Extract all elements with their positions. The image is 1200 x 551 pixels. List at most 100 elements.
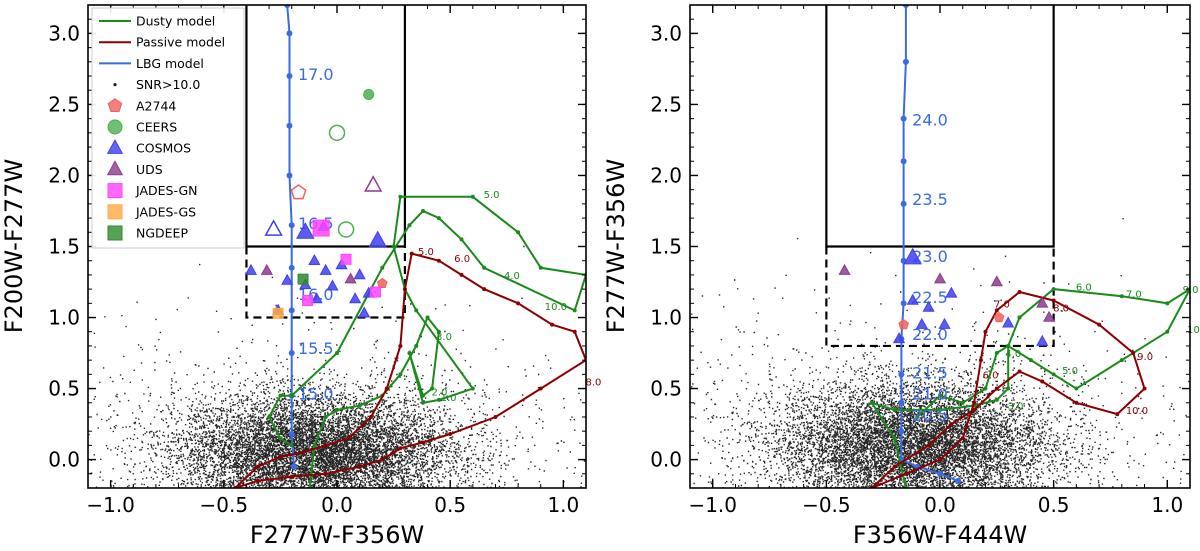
lbg-model-node [900, 115, 907, 122]
lbg-model-label: 23.0 [912, 247, 948, 266]
dusty-model-label: 10. [1187, 325, 1200, 336]
x-tick-label: 0.0 [321, 493, 353, 517]
lbg-model-node [900, 300, 907, 307]
lbg-model-node [288, 350, 295, 357]
point-cosmos [326, 279, 339, 291]
lbg-model-node [286, 73, 293, 80]
point-cosmos [906, 293, 919, 305]
y-axis-label-left: F200W-F277W [0, 159, 28, 333]
dusty-model-node [335, 407, 339, 412]
selection-box-solid [825, 5, 1055, 248]
legend-swatch-triangle [106, 139, 124, 154]
lbg-model-label: 15.0 [298, 385, 334, 404]
passive-model-node [493, 414, 498, 419]
legend-label: UDS [136, 162, 163, 177]
chart-panel-right: 24.0 23.5 23.0 22.5 22.0 21.5 21.0 20.5 6.0 7.0 9.… [602, 4, 1200, 549]
point-cosmos [310, 292, 323, 304]
axis-ticks-right: −1.0 −0.5 0.0 0.5 1.0 0.0 0.5 1.0 1.5 2.0 2.5 3.0 [650, 4, 1191, 517]
dusty-model-node [892, 436, 897, 441]
passive-model-label: 5.0 [418, 247, 434, 258]
lbg-model-label: 17.0 [298, 65, 334, 84]
passive-model-label: 6.0 [454, 254, 470, 265]
point-jades-gn [369, 286, 381, 298]
dusty-model-label: 4.0 [504, 271, 520, 282]
dusty-model-node [414, 308, 419, 313]
dusty-model-node [1051, 372, 1056, 377]
legend-label: Passive model [136, 35, 225, 50]
point-uds [933, 272, 947, 284]
x-tick-label: −1.0 [86, 493, 135, 517]
legend-swatch-triangle [106, 160, 124, 176]
passive-model-node [482, 287, 487, 292]
point-uds [838, 263, 851, 275]
lbg-model-node [900, 200, 907, 207]
chart-panel-left: 17.016.516.015.515.05.04.010.03.02.01.05… [0, 4, 601, 549]
lbg-model-node [898, 428, 905, 435]
y-tick-label: 0.5 [650, 377, 682, 401]
passive-model-node [1017, 369, 1022, 374]
passive-model-node [1115, 412, 1120, 417]
dusty-model-node [938, 393, 942, 398]
lbg-model-node [900, 158, 907, 165]
lbg-model-node [290, 463, 297, 470]
lbg-model-node [288, 222, 295, 229]
lbg-model-node [898, 399, 905, 406]
passive-model-node [1017, 289, 1022, 294]
dusty-model-node [482, 265, 487, 270]
y-axis-label-right: F277W-F356W [602, 159, 630, 333]
passive-model-node [346, 436, 351, 441]
point-cosmos [264, 219, 283, 236]
legend-label: COSMOS [136, 141, 191, 156]
point-ceers [337, 221, 355, 238]
passive-model-label: 10.0 [1126, 406, 1148, 417]
lbg-model-label: 21.0 [912, 385, 948, 404]
passive-model-track [234, 252, 586, 488]
axes-frame-right [689, 4, 1191, 489]
point-cosmos [296, 222, 315, 239]
point-a2744 [290, 184, 307, 200]
passive-model-node [421, 440, 426, 445]
dusty-model-node [323, 414, 328, 419]
dusty-model-node [398, 372, 403, 377]
y-tick-label: 2.5 [650, 92, 682, 116]
passive-model-node [402, 287, 407, 292]
dusty-model-node [430, 386, 435, 391]
passive-model-label: 9.0 [1137, 352, 1153, 363]
dusty-model-node [1074, 386, 1079, 391]
point-cosmos [1036, 334, 1049, 346]
dusty-model-node [425, 315, 430, 320]
lbg-model-label: 20.5 [912, 406, 948, 425]
dusty-model-node [1119, 358, 1124, 363]
dusty-model-node [892, 407, 897, 412]
passive-model-node [972, 407, 977, 412]
dusty-model-node [421, 393, 426, 398]
passive-model-node [892, 464, 897, 469]
dusty-model-label: 5.0 [484, 190, 500, 201]
dusty-model-node [1119, 294, 1124, 299]
passive-model-node [278, 454, 283, 459]
lbg-model-node [955, 477, 962, 484]
dusty-model-node [414, 343, 419, 348]
model-tracks-right [869, 5, 1190, 488]
x-axis-label-left: F277W-F356W [250, 521, 424, 549]
dusty-model-node [572, 308, 577, 313]
point-cosmos [349, 292, 362, 304]
passive-model-node [255, 464, 260, 469]
dusty-model-node [335, 351, 339, 356]
dusty-model-label: 7.0 [1126, 289, 1142, 300]
point-cosmos [938, 317, 951, 329]
lbg-model-label: 22.5 [912, 288, 948, 307]
passive-model-node [960, 436, 965, 441]
passive-model-node [1097, 322, 1102, 327]
passive-model-node [380, 457, 385, 462]
lbg-model-node [288, 431, 295, 438]
passive-model-node [1040, 379, 1045, 384]
passive-model-node [983, 329, 988, 334]
axes-frame-left [87, 4, 587, 489]
dusty-model-label: 2.0 [432, 387, 448, 398]
passive-model-node [994, 308, 999, 313]
y-tick-label: 0.0 [48, 448, 80, 472]
dusty-model-node [1165, 329, 1170, 334]
dusty-model-node [470, 386, 475, 391]
